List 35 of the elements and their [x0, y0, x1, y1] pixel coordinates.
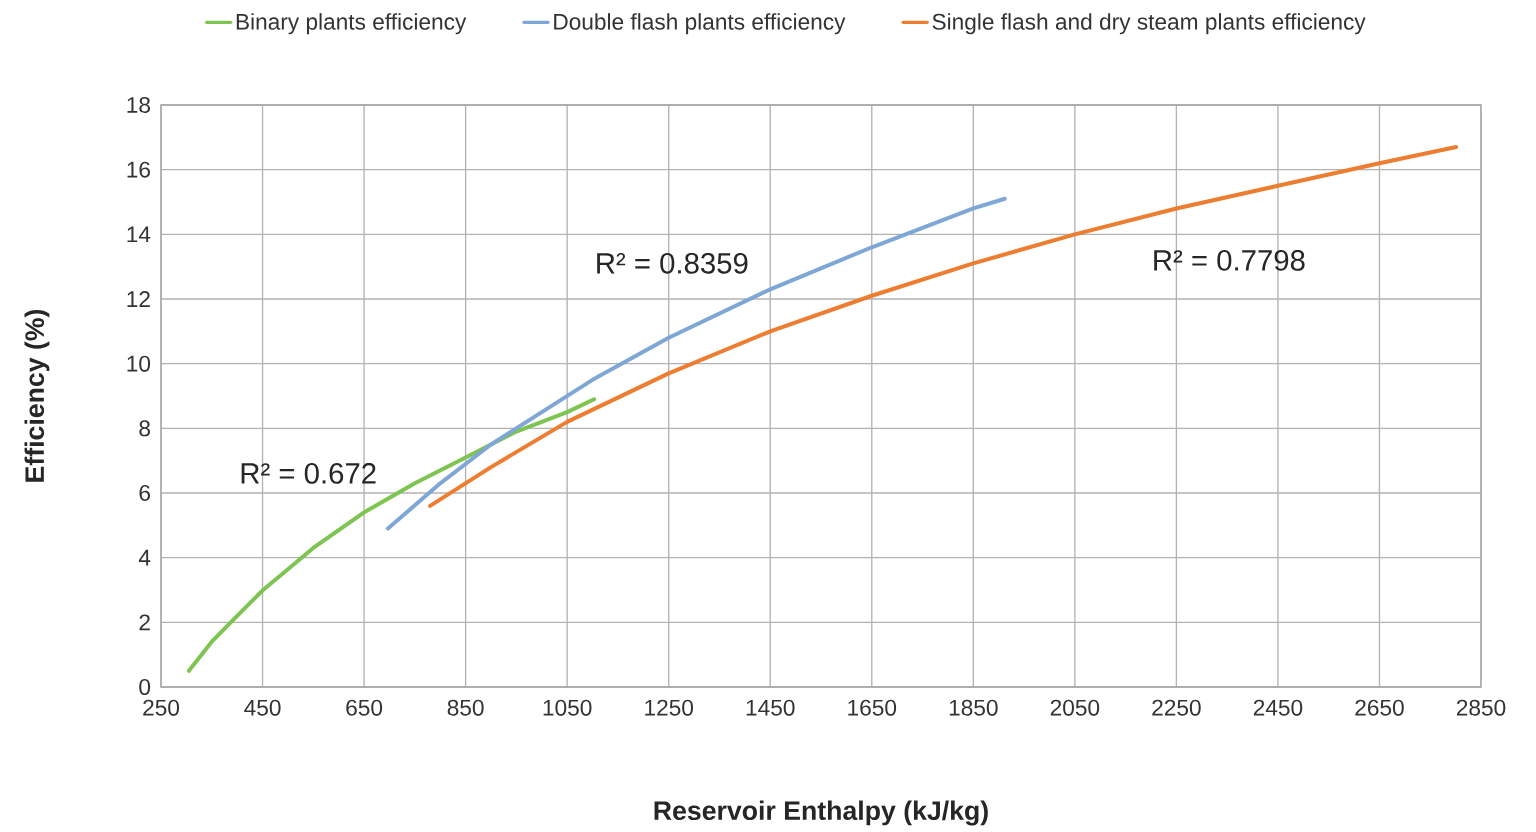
y-tick-label: 6 [139, 484, 150, 502]
y-tick-label: 18 [127, 96, 150, 114]
x-tick-label: 250 [143, 699, 180, 716]
x-tick-label: 850 [447, 699, 484, 716]
x-tick-label: 450 [244, 699, 281, 716]
y-tick-label: 8 [139, 420, 150, 437]
y-tick-label: 0 [139, 678, 151, 696]
x-tick-label: 1050 [543, 699, 592, 716]
annotation: R² = 0.8359 [597, 252, 748, 274]
y-tick-label: 4 [138, 549, 151, 566]
x-axis-title: Reservoir Enthalpy (kJ/kg) [654, 800, 988, 826]
y-tick-label: 14 [127, 226, 151, 243]
y-tick-label: 10 [127, 355, 151, 372]
legend-label: Double flash plants efficiency [554, 13, 846, 35]
x-tick-label: 2450 [1253, 699, 1303, 716]
y-axis-title: Efficiency (%) [24, 309, 50, 482]
line-series [428, 145, 1459, 508]
x-tick-label: 2650 [1355, 699, 1404, 716]
x-tick-label: 2050 [1050, 699, 1100, 716]
line-series [385, 196, 1007, 531]
x-tick-label: 1250 [645, 699, 694, 716]
x-tick-label: 1450 [746, 699, 795, 716]
legend-label: Single flash and dry steam plants efficiency [932, 13, 1366, 35]
legend-label: Binary plants efficiency [236, 13, 467, 35]
annotation: R² = 0.672 [241, 463, 376, 484]
y-tick-label: 16 [127, 161, 150, 178]
y-tick-label: 12 [127, 291, 150, 307]
x-tick-label: 2850 [1456, 699, 1506, 716]
x-tick-label: 2250 [1152, 699, 1201, 716]
x-tick-label: 1850 [949, 699, 998, 716]
line-series [186, 397, 597, 673]
y-tick-label: 2 [139, 614, 150, 631]
x-tick-label: 1650 [848, 699, 897, 716]
x-tick-label: 650 [346, 699, 383, 716]
annotation: R² = 0.7798 [1154, 249, 1305, 271]
